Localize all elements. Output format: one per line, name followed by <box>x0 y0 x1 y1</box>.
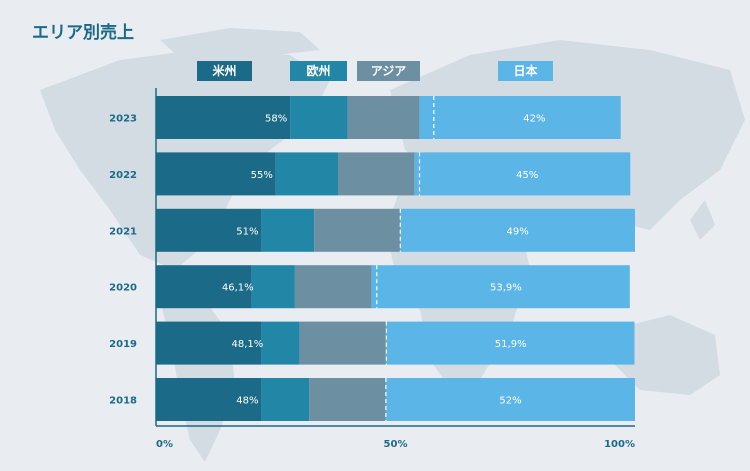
japan-share-label: 53,9% <box>490 283 522 294</box>
legend-item: アジア <box>357 61 420 81</box>
bar-segment-japan <box>419 96 621 139</box>
bar-segment-japan <box>385 378 635 421</box>
bar-segment-japan <box>371 265 630 309</box>
japan-share-label: 49% <box>506 226 528 237</box>
continent-shape <box>690 200 715 240</box>
bar-segment-europe <box>261 378 310 421</box>
bar-segment-europe <box>251 265 295 309</box>
legend-item: 欧州 <box>290 61 347 81</box>
overseas-share-label: 46,1% <box>222 283 254 294</box>
category-label: 2020 <box>109 283 137 294</box>
axis: 0% 50% 100% <box>155 88 635 450</box>
japan-share-label: 52% <box>499 396 521 407</box>
bar-segment-americas <box>156 208 262 252</box>
bar-segment-asia <box>294 265 372 309</box>
bar-segment-japan <box>414 152 631 196</box>
bar-segment-europe <box>261 208 315 252</box>
bar-segment-europe <box>261 321 300 365</box>
bar-segment-asia <box>309 378 386 421</box>
category-label: 2022 <box>109 170 137 181</box>
x-tick-label: 0% <box>156 439 173 450</box>
legend-item: 米州 <box>197 61 252 81</box>
continent-shape <box>610 315 720 395</box>
bar-segment-americas <box>156 321 262 365</box>
bar-segment-japan <box>385 321 635 365</box>
category-label: 2019 <box>109 339 137 350</box>
category-label: 2018 <box>109 396 137 407</box>
category-label: 2021 <box>109 226 137 237</box>
overseas-share-label: 48,1% <box>232 339 264 350</box>
bar-segment-americas <box>156 152 276 196</box>
overseas-share-label: 51% <box>236 226 258 237</box>
bar-segment-europe <box>290 96 348 139</box>
overseas-share-label: 58% <box>265 114 287 125</box>
bar-segment-asia <box>338 152 415 196</box>
bar-segment-japan <box>400 208 635 252</box>
bar-segment-americas <box>156 265 252 309</box>
category-label: 2023 <box>109 114 137 125</box>
overseas-share-label: 55% <box>251 170 273 181</box>
x-tick-label: 100% <box>604 439 635 450</box>
bar-segment-americas <box>156 96 291 139</box>
japan-share-label: 45% <box>516 170 538 181</box>
japan-share-label: 51,9% <box>495 339 527 350</box>
x-tick-label: 50% <box>384 439 408 450</box>
continent-shape <box>160 28 320 58</box>
chart-title: エリア別売上 <box>32 23 134 43</box>
bar-segment-asia <box>299 321 386 365</box>
bars: 2023 58% 42% 2022 55% 45% 2021 51% 49% 2020 46,1% 5… <box>109 96 635 421</box>
bar-segment-asia <box>314 208 401 252</box>
overseas-share-label: 48% <box>236 396 258 407</box>
bar-segment-asia <box>347 96 420 139</box>
bar-segment-europe <box>275 152 339 196</box>
bar-segment-americas <box>156 378 262 421</box>
japan-share-label: 42% <box>523 114 545 125</box>
legend-item: 日本 <box>498 61 553 81</box>
